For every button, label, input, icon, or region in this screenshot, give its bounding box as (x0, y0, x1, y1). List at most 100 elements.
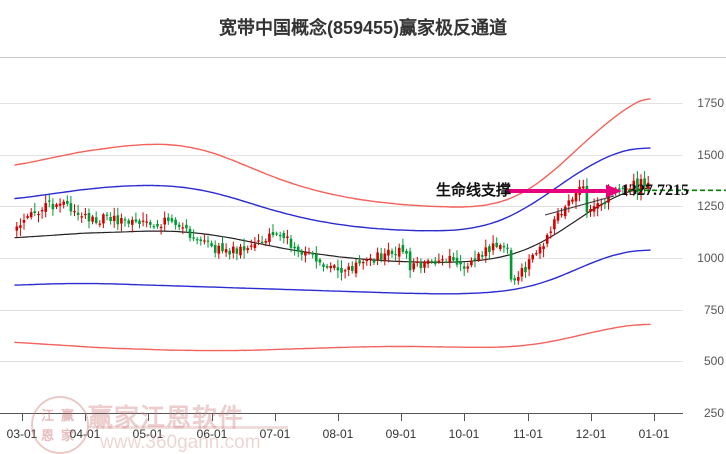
candle-body (423, 261, 426, 268)
candle-body (589, 209, 592, 212)
candle-body (585, 185, 589, 213)
candle-body (152, 226, 156, 228)
candle-body (340, 268, 343, 273)
candle-body (383, 253, 387, 261)
x-axis-tick-label: 11-01 (513, 427, 543, 441)
watermark-logo-char-3: 家 (61, 428, 75, 443)
x-axis-tick-label: 09-01 (385, 427, 417, 441)
candle-body (253, 243, 257, 248)
candle-body (98, 223, 102, 225)
y-axis-tick-label: 750 (703, 303, 724, 317)
candle-body (62, 201, 65, 205)
candle-body (66, 200, 69, 204)
candle-body (48, 200, 51, 202)
candle-body (322, 264, 325, 267)
gridline-1500 (0, 155, 683, 156)
candle-body (527, 259, 531, 270)
x-axis-tick-label: 05-01 (132, 427, 164, 441)
candle-body (55, 204, 58, 207)
candle-body (444, 261, 448, 263)
candle-body (76, 212, 80, 215)
watermark-url: www.360gann.com (100, 432, 261, 453)
candle-body (300, 251, 304, 255)
candle-body (347, 266, 350, 270)
candle-body (430, 260, 433, 263)
candle-body (520, 268, 524, 277)
candle-body (596, 203, 599, 209)
candle-body (351, 266, 354, 271)
series-line (14, 98, 651, 208)
candle-body (188, 228, 192, 238)
candle-body (275, 233, 278, 235)
candle-body (250, 245, 253, 247)
candle-body (509, 250, 513, 280)
candle-body (87, 213, 91, 222)
gridline-750 (0, 310, 683, 311)
candle-body (401, 245, 405, 252)
candle-body (441, 259, 444, 261)
annotation-label: 生命线支撑 (436, 182, 512, 199)
current-price-label: 1327.7215 (621, 182, 689, 199)
candle-body (109, 217, 112, 221)
candle-body (127, 220, 130, 224)
candle-body (149, 222, 152, 225)
candle-body (517, 277, 520, 281)
candle-body (480, 255, 484, 257)
candle-body (376, 252, 379, 261)
candle-body (625, 188, 628, 190)
candle-body (452, 257, 455, 261)
candle-body (26, 216, 29, 218)
candle-body (434, 260, 437, 264)
candle-body (102, 214, 105, 224)
candle-body (379, 253, 383, 260)
candle-body (131, 219, 134, 225)
x-axis-tick (148, 414, 149, 421)
candle-body (217, 245, 221, 254)
x-axis-tick (338, 414, 339, 421)
candle-body (120, 218, 123, 224)
candle-body (304, 252, 307, 256)
candle-body (224, 249, 228, 253)
candle-body (542, 246, 545, 250)
candle-body (506, 247, 509, 249)
candle-body (632, 180, 636, 190)
candle-body (643, 178, 646, 187)
candle-body (372, 260, 376, 263)
candle-body (495, 242, 498, 247)
candle-body (116, 215, 120, 225)
candle-body (69, 203, 73, 212)
candle-body (40, 210, 44, 212)
annotation-arrow-head (606, 184, 622, 198)
candle-body (246, 248, 249, 250)
candle-body (549, 231, 553, 233)
candle-body (639, 179, 643, 194)
candlestick-group (15, 171, 650, 285)
x-axis-tick-label: 03-01 (6, 427, 38, 441)
candle-body (29, 212, 33, 218)
candle-body (271, 232, 275, 236)
x-axis-tick (464, 414, 465, 421)
candle-body (600, 204, 603, 206)
candle-body (553, 219, 556, 230)
watermark-logo-char-2: 恩 (41, 428, 55, 443)
plot-top-border (0, 57, 726, 58)
candle-body (499, 245, 502, 249)
candle-body (33, 211, 37, 213)
candle-body (206, 240, 210, 242)
candle-body (455, 257, 459, 265)
candle-body (156, 223, 159, 227)
gridline-1000 (0, 258, 683, 259)
candle-body (333, 265, 336, 268)
series-line (14, 323, 651, 352)
candle-body (44, 203, 47, 212)
candle-body (621, 187, 625, 190)
candle-body (405, 251, 408, 254)
x-axis-tick (275, 414, 276, 421)
candle-body (560, 214, 563, 216)
candle-body (567, 200, 571, 206)
candle-body (22, 220, 26, 223)
candle-body (159, 226, 163, 229)
candle-body (289, 238, 293, 248)
candle-body (636, 178, 639, 192)
